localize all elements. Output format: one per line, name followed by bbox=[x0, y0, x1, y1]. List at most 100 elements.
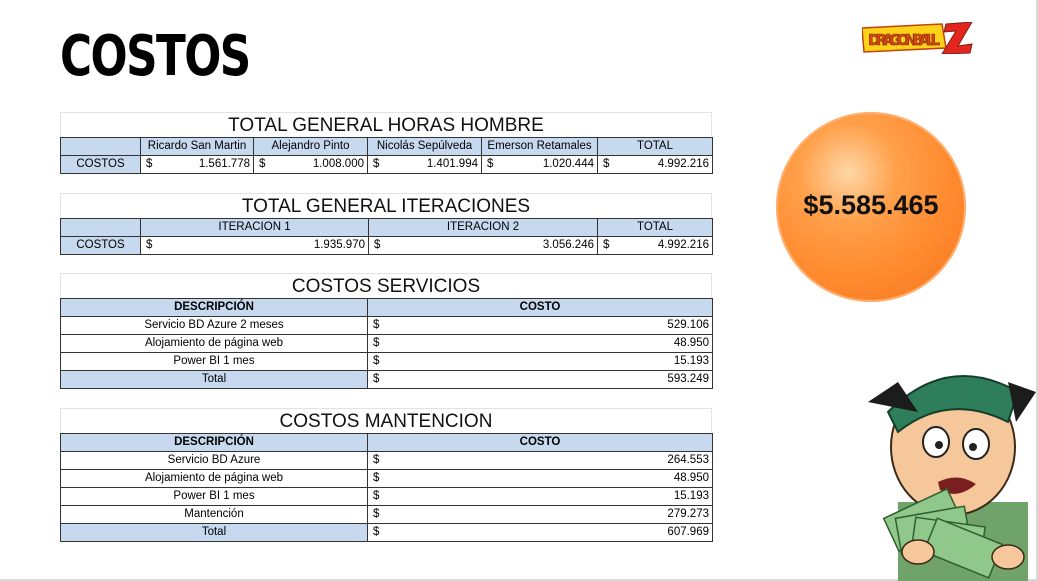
character-holding-money-illustration bbox=[868, 375, 1036, 581]
table-row: COSTOS $1.935.970 $3.056.246 $4.992.216 bbox=[60, 236, 713, 255]
total-row: Total $607.969 bbox=[60, 523, 713, 542]
cost-cell: $15.193 bbox=[367, 352, 713, 371]
cost-value: 1.020.444 bbox=[542, 158, 594, 170]
currency-symbol: $ bbox=[487, 158, 494, 170]
description-cell: Servicio BD Azure 2 meses bbox=[60, 316, 368, 335]
iteraciones-title: TOTAL GENERAL ITERACIONES bbox=[60, 193, 712, 218]
column-header: Alejandro Pinto bbox=[253, 137, 368, 156]
cost-cell: $1.020.444 bbox=[481, 155, 598, 174]
description-cell: Servicio BD Azure bbox=[60, 451, 368, 470]
cost-cell: $1.008.000 bbox=[253, 155, 368, 174]
cost-value: 15.193 bbox=[673, 490, 709, 502]
cost-cell: $279.273 bbox=[367, 505, 713, 524]
servicios-table: DESCRIPCIÓN COSTO Servicio BD Azure 2 me… bbox=[60, 298, 713, 389]
total-value: 607.969 bbox=[667, 526, 709, 538]
currency-symbol: $ bbox=[373, 472, 380, 484]
column-header: ITERACION 2 bbox=[368, 218, 598, 237]
description-cell: Alojamiento de página web bbox=[60, 334, 368, 353]
row-label: COSTOS bbox=[60, 236, 141, 255]
table-row: Alojamiento de página web $48.950 bbox=[60, 334, 713, 353]
currency-symbol: $ bbox=[603, 239, 610, 251]
iteraciones-table: ITERACION 1 ITERACION 2 TOTAL COSTOS $1.… bbox=[60, 218, 713, 255]
horas-hombre-section: TOTAL GENERAL HORAS HOMBRE Ricardo San M… bbox=[60, 112, 713, 174]
currency-symbol: $ bbox=[603, 158, 610, 170]
table-row: Alojamiento de página web $48.950 bbox=[60, 469, 713, 488]
total-label: Total bbox=[60, 370, 368, 389]
cost-cell: $607.969 bbox=[367, 523, 713, 542]
cost-cell: $15.193 bbox=[367, 487, 713, 506]
horas-hombre-table: Ricardo San Martin Alejandro Pinto Nicol… bbox=[60, 137, 713, 174]
servicios-title: COSTOS SERVICIOS bbox=[60, 273, 712, 298]
currency-symbol: $ bbox=[373, 490, 380, 502]
table-row: Power BI 1 mes $15.193 bbox=[60, 352, 713, 371]
cost-cell: $1.401.994 bbox=[367, 155, 482, 174]
cost-cell: $593.249 bbox=[367, 370, 713, 389]
table-header-row: ITERACION 1 ITERACION 2 TOTAL bbox=[60, 218, 713, 237]
currency-symbol: $ bbox=[146, 158, 153, 170]
cost-value: 1.935.970 bbox=[313, 239, 365, 251]
horas-hombre-title: TOTAL GENERAL HORAS HOMBRE bbox=[60, 112, 712, 137]
total-label: Total bbox=[60, 523, 368, 542]
cost-value: 1.008.000 bbox=[312, 158, 364, 170]
description-cell: Power BI 1 mes bbox=[60, 352, 368, 371]
column-header: TOTAL bbox=[597, 137, 713, 156]
description-cell: Alojamiento de página web bbox=[60, 469, 368, 488]
cost-value: 48.950 bbox=[673, 472, 709, 484]
cost-cell: $529.106 bbox=[367, 316, 713, 335]
cost-value: 1.401.994 bbox=[426, 158, 478, 170]
description-header: DESCRIPCIÓN bbox=[60, 298, 368, 317]
currency-symbol: $ bbox=[373, 355, 380, 367]
cost-cell: $1.935.970 bbox=[140, 236, 369, 255]
currency-symbol: $ bbox=[374, 239, 381, 251]
mantencion-table: DESCRIPCIÓN COSTO Servicio BD Azure $264… bbox=[60, 433, 713, 542]
column-header: Nicolás Sepúlveda bbox=[367, 137, 482, 156]
currency-symbol: $ bbox=[373, 319, 380, 331]
dragon-ball-z-logo: DRAGONBALL bbox=[862, 22, 973, 54]
svg-text:DRAGONBALL: DRAGONBALL bbox=[868, 31, 940, 49]
currency-symbol: $ bbox=[373, 373, 380, 385]
cost-value: 1.561.778 bbox=[198, 158, 250, 170]
cost-value: 4.992.216 bbox=[657, 158, 709, 170]
table-header-row: DESCRIPCIÓN COSTO bbox=[60, 433, 713, 452]
table-header-row: Ricardo San Martin Alejandro Pinto Nicol… bbox=[60, 137, 713, 156]
cost-value: 15.193 bbox=[673, 355, 709, 367]
cost-cell: $264.553 bbox=[367, 451, 713, 470]
table-row: Power BI 1 mes $15.193 bbox=[60, 487, 713, 506]
servicios-section: COSTOS SERVICIOS DESCRIPCIÓN COSTO Servi… bbox=[60, 273, 713, 389]
currency-symbol: $ bbox=[146, 239, 153, 251]
cost-cell: $4.992.216 bbox=[597, 236, 713, 255]
description-header: DESCRIPCIÓN bbox=[60, 433, 368, 452]
cost-value: 264.553 bbox=[667, 454, 709, 466]
table-row: Servicio BD Azure 2 meses $529.106 bbox=[60, 316, 713, 335]
page-title: COSTOS bbox=[60, 24, 251, 89]
mantencion-section: COSTOS MANTENCION DESCRIPCIÓN COSTO Serv… bbox=[60, 408, 713, 542]
currency-symbol: $ bbox=[373, 158, 380, 170]
description-cell: Mantención bbox=[60, 505, 368, 524]
cost-cell: $1.561.778 bbox=[140, 155, 254, 174]
table-row: Mantención $279.273 bbox=[60, 505, 713, 524]
empty-header-cell bbox=[60, 218, 141, 237]
currency-symbol: $ bbox=[373, 526, 380, 538]
currency-symbol: $ bbox=[373, 337, 380, 349]
cost-value: 529.106 bbox=[667, 319, 709, 331]
grand-total-value: $5.585.465 bbox=[803, 190, 939, 220]
column-header: ITERACION 1 bbox=[140, 218, 369, 237]
iteraciones-section: TOTAL GENERAL ITERACIONES ITERACION 1 IT… bbox=[60, 193, 713, 255]
cost-header: COSTO bbox=[367, 433, 713, 452]
total-row: Total $593.249 bbox=[60, 370, 713, 389]
cost-value: 48.950 bbox=[673, 337, 709, 349]
cost-value: 4.992.216 bbox=[657, 239, 709, 251]
cost-header: COSTO bbox=[367, 298, 713, 317]
cost-value: 3.056.246 bbox=[542, 239, 594, 251]
cost-cell: $3.056.246 bbox=[368, 236, 598, 255]
cost-cell: $4.992.216 bbox=[597, 155, 713, 174]
column-header: Ricardo San Martin bbox=[140, 137, 254, 156]
table-row: Servicio BD Azure $264.553 bbox=[60, 451, 713, 470]
cost-value: 279.273 bbox=[667, 508, 709, 520]
column-header: Emerson Retamales bbox=[481, 137, 598, 156]
currency-symbol: $ bbox=[259, 158, 266, 170]
table-row: COSTOS $1.561.778 $1.008.000 $1.401.994 … bbox=[60, 155, 713, 174]
table-header-row: DESCRIPCIÓN COSTO bbox=[60, 298, 713, 317]
description-cell: Power BI 1 mes bbox=[60, 487, 368, 506]
